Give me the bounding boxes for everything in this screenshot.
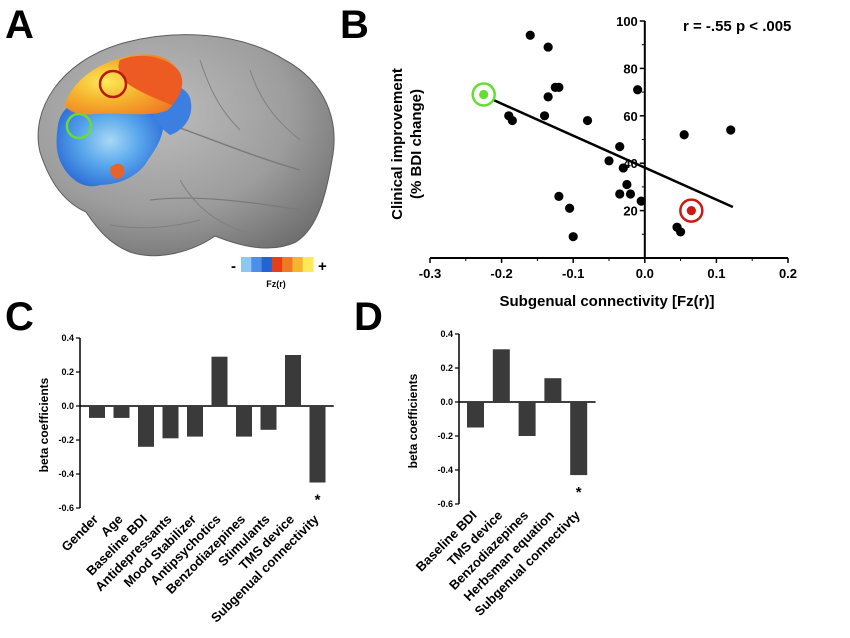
red-roi-circle (98, 69, 128, 99)
b-x-tick-label: 0.2 (779, 266, 797, 281)
c-y-tick-label: -0.2 (58, 435, 74, 445)
scatter-point (543, 92, 553, 102)
c-bar (187, 406, 203, 437)
scatter-point (554, 191, 564, 201)
c-y-tick-label: 0.0 (61, 401, 74, 411)
b-y-tick-label: 20 (623, 204, 637, 219)
scatter-point (615, 142, 625, 152)
c-y-tick-label: 0.4 (61, 333, 74, 343)
scatter-point (565, 203, 575, 213)
blue-cluster (56, 94, 164, 187)
highlight-point-red (686, 206, 696, 216)
d-bar (570, 402, 588, 476)
panel-label-a: A (5, 3, 34, 47)
b-y-tick-label: 100 (616, 14, 638, 29)
colorbar-swatches (241, 257, 314, 272)
correlation-stat: r = -.55 p < .005 (683, 18, 791, 35)
d-bar (467, 402, 484, 428)
scatter-point (625, 189, 636, 199)
scatter-point (633, 85, 643, 95)
colorbar-minus: - (231, 258, 236, 275)
d-y-tick-label: 0.2 (440, 363, 453, 373)
d-significance-marker: * (576, 484, 582, 501)
d-y-tick-label: -0.6 (437, 499, 453, 509)
d-y-tick-label: -0.2 (437, 431, 453, 441)
panel-label-d: D (354, 295, 383, 339)
colorbar-swatch (241, 257, 252, 272)
scatter-point (539, 111, 550, 121)
c-bar (236, 406, 252, 437)
brain-image (37, 34, 335, 257)
scatter-point (636, 196, 646, 206)
c-significance-marker: * (315, 492, 321, 509)
scatter-point (604, 156, 614, 166)
c-y-tick-label: -0.6 (58, 503, 74, 513)
colorbar-swatch (292, 257, 304, 272)
c-y-tick-label: -0.4 (58, 469, 74, 479)
scatter-point (554, 82, 564, 92)
scatter-point (507, 115, 517, 126)
panel-label-b: B (340, 3, 369, 47)
c-bar (138, 406, 154, 447)
highlight-point-green (479, 89, 489, 100)
colorbar-swatch (282, 257, 293, 272)
green-roi-circle (65, 112, 93, 140)
b-x-tick-label: 0.1 (707, 266, 725, 281)
b-x-axis-label: Subgenual connectivity [Fz(r)] (499, 293, 714, 310)
scatter-point (525, 30, 535, 40)
regression-line (483, 94, 734, 209)
b-x-tick-label: -0.2 (490, 266, 512, 281)
b-y-tick-label: 80 (623, 61, 637, 76)
c-bar (113, 406, 130, 418)
d-y-axis-label: beta coefficients (406, 373, 420, 468)
colorbar-swatch (261, 257, 273, 272)
scatter-point (679, 130, 689, 140)
colorbar-label: Fz(r) (266, 279, 286, 289)
scatter-point (618, 163, 628, 173)
scatter-point (726, 125, 736, 135)
c-bar (89, 406, 105, 418)
colorbar: - + Fz(r) (231, 257, 327, 289)
bar-panel-d: beta coefficients 0.40.20.0-0.2-0.4-0.6B… (406, 329, 596, 619)
scatter-point (615, 189, 625, 199)
d-y-tick-label: -0.4 (437, 465, 453, 475)
d-bar (544, 378, 562, 402)
c-bar (260, 406, 277, 430)
d-y-tick-label: 0.0 (440, 397, 453, 407)
d-bar (518, 402, 536, 436)
d-y-tick-label: 0.4 (440, 329, 453, 339)
c-y-tick-label: 0.2 (61, 367, 74, 377)
scatter-point (568, 232, 578, 242)
scatter-point (622, 179, 632, 190)
b-x-tick-label: 0.0 (636, 266, 654, 281)
scatter-point (676, 227, 686, 237)
d-bar (492, 349, 510, 402)
b-x-tick-label: -0.1 (562, 266, 584, 281)
colorbar-swatch (302, 257, 314, 272)
c-bar (285, 355, 301, 406)
scatter-point (582, 115, 593, 126)
c-y-axis-label: beta coefficients (37, 377, 51, 472)
b-x-tick-label: -0.3 (419, 266, 441, 281)
b-y-axis-label-line2: (% BDI change) (408, 89, 425, 199)
colorbar-plus: + (318, 258, 327, 275)
panel-label-c: C (5, 295, 34, 339)
colorbar-swatch (271, 257, 283, 272)
colorbar-swatch (251, 257, 263, 272)
c-bar (309, 406, 326, 483)
scatter-point (543, 42, 553, 52)
c-category-label: Gender (58, 512, 101, 555)
b-y-axis-label-line1: Clinical improvement (389, 68, 406, 220)
b-y-tick-label: 60 (623, 109, 637, 124)
c-bar (211, 356, 228, 406)
bar-panel-c: beta coefficients 0.4 0.2 0.0 -0.2 -0.4 -0.6G… (37, 333, 334, 625)
c-bar (162, 406, 179, 439)
